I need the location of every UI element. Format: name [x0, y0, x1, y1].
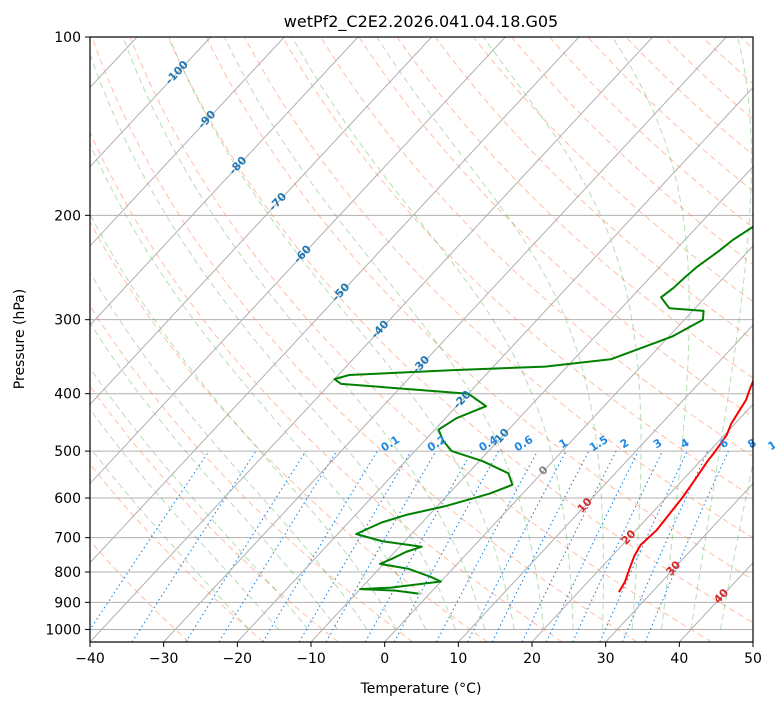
isotherm-line — [236, 86, 753, 642]
mixing-ratio-line — [325, 450, 437, 642]
y-tick-label: 100 — [54, 30, 81, 46]
moist-adiabat — [223, 37, 545, 630]
isotherm-line — [605, 482, 753, 642]
x-tick-label: −20 — [223, 651, 253, 667]
moist-adiabat — [291, 37, 574, 630]
moist-adiabat — [90, 408, 279, 630]
moist-adiabats — [90, 37, 753, 630]
moist-adiabat — [90, 367, 309, 630]
moist-adiabat — [90, 142, 427, 630]
dry-adiabat — [549, 37, 753, 229]
moist-adiabat — [90, 52, 456, 630]
isotherm-line — [90, 37, 212, 168]
isotherm-line — [457, 324, 753, 642]
y-tick-label: 600 — [54, 491, 81, 507]
mixing-ratio-line — [185, 450, 307, 642]
x-tick-label: 30 — [597, 651, 615, 667]
dry-adiabat — [587, 37, 753, 192]
mixing-ratio-line — [393, 450, 500, 642]
moist-adiabat — [90, 446, 250, 630]
mixing-ratio-label: 10 — [766, 434, 775, 453]
isotherm-line — [90, 37, 285, 247]
isotherm-line — [90, 37, 433, 406]
dry-adiabat — [129, 37, 712, 642]
plot-area — [90, 37, 753, 642]
dry-adiabat — [90, 385, 339, 642]
dry-adiabat — [282, 37, 753, 498]
dry-adiabat — [358, 37, 753, 418]
x-tick-label: −40 — [75, 651, 105, 667]
plot-frame — [89, 36, 754, 643]
dry-adiabat — [320, 37, 753, 458]
isotherm-lines — [90, 37, 753, 642]
mixing-ratio-line — [545, 450, 639, 642]
mixing-ratio-line — [599, 450, 688, 642]
isotherm-line — [90, 37, 580, 564]
isotherm-line — [310, 165, 753, 642]
isotherm-line — [90, 37, 359, 326]
dry-adiabat — [205, 37, 753, 581]
moist-adiabat — [690, 37, 752, 630]
y-tick-label: 500 — [54, 444, 81, 460]
dry-adiabat — [473, 37, 753, 303]
y-tick-label: 700 — [54, 531, 81, 547]
isotherm-line — [90, 37, 506, 485]
sounding-profiles — [333, 225, 753, 595]
y-tick-label: 300 — [54, 313, 81, 329]
x-tick-label: 0 — [380, 651, 389, 667]
chart-title: wetPf2_C2E2.2026.041.04.18.G05 — [284, 12, 558, 32]
dry-adiabat — [91, 37, 638, 642]
x-axis-ticks: −40 −30 −20 −10 0 10 20 30 40 50 — [75, 642, 762, 667]
y-tick-label: 800 — [54, 565, 81, 581]
isotherm-line — [163, 37, 727, 642]
x-tick-label: 50 — [744, 651, 762, 667]
dry-adiabat — [244, 37, 753, 539]
dewpoint-profile — [333, 225, 753, 595]
mixing-ratio-line — [262, 450, 378, 642]
x-axis-label: Temperature (°C) — [360, 681, 482, 697]
mixing-ratio-line — [572, 450, 663, 642]
moist-adiabat — [90, 213, 397, 630]
isotherm-line — [531, 403, 753, 642]
moist-adiabat — [611, 37, 690, 630]
x-tick-label: 40 — [670, 651, 688, 667]
mixing-ratio-line — [131, 450, 257, 642]
moist-adiabat — [168, 37, 515, 630]
mixing-ratio-line — [218, 450, 338, 642]
dry-adiabat — [625, 37, 753, 156]
isotherm-line — [90, 37, 654, 642]
temperature-profile — [618, 378, 753, 593]
y-tick-label: 1000 — [45, 622, 81, 638]
x-tick-label: 20 — [523, 651, 541, 667]
moist-adiabat — [720, 460, 753, 630]
x-tick-label: −30 — [149, 651, 179, 667]
y-axis-label: Pressure (hPa) — [12, 289, 28, 389]
y-tick-label: 900 — [54, 595, 81, 611]
dry-adiabat — [90, 131, 563, 642]
y-tick-label: 200 — [54, 208, 81, 224]
moist-adiabat — [122, 37, 486, 630]
x-tick-label: 10 — [449, 651, 467, 667]
mixing-ratio-line — [298, 450, 412, 642]
dry-adiabat — [90, 221, 488, 642]
mixing-ratio-line — [644, 450, 729, 642]
y-tick-label: 400 — [54, 387, 81, 403]
x-tick-label: −10 — [296, 651, 326, 667]
moist-adiabat — [90, 322, 338, 630]
y-axis-ticks: 100 200 300 400 500 600 700 800 900 1000 — [45, 30, 90, 638]
moist-adiabat — [376, 37, 604, 630]
moist-adiabat — [483, 37, 642, 630]
dry-adiabat — [167, 37, 753, 624]
mixing-ratio-line — [621, 450, 709, 642]
